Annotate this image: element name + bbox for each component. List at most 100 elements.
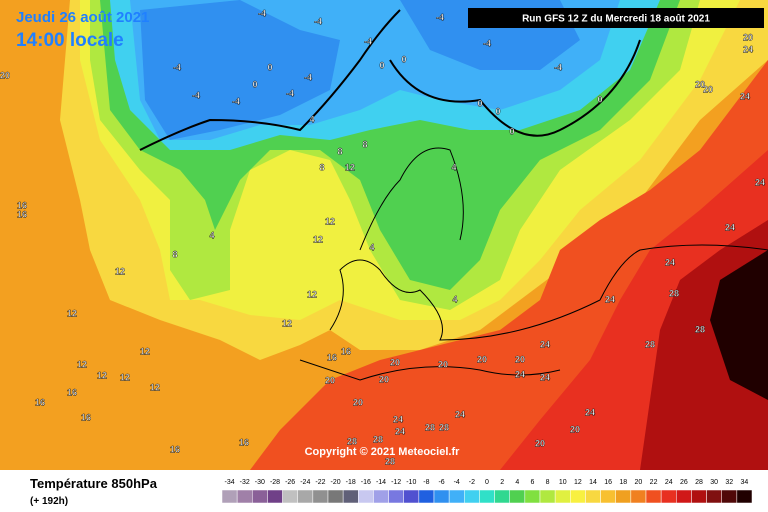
contour-label: 12 xyxy=(97,370,107,380)
contour-label: 8 xyxy=(319,162,324,172)
contour-label: 12 xyxy=(140,346,150,356)
scale-label: -8 xyxy=(423,479,429,486)
color-swatch xyxy=(282,489,298,504)
contour-label: 28 xyxy=(347,436,357,446)
contour-label: 20 xyxy=(353,397,363,407)
color-swatch xyxy=(297,489,314,504)
color-swatch xyxy=(615,489,632,504)
color-swatch xyxy=(479,489,495,504)
contour-label: 24 xyxy=(740,91,750,101)
contour-label: 16 xyxy=(239,437,249,447)
color-swatch xyxy=(736,489,753,504)
contour-label: 24 xyxy=(665,257,675,267)
scale-label: -34 xyxy=(225,479,235,486)
contour-label: 16 xyxy=(67,387,77,397)
contour-label: 8 xyxy=(172,249,177,259)
scale-label: 30 xyxy=(710,479,718,486)
zone-black xyxy=(710,250,768,400)
scale-label: 26 xyxy=(680,479,688,486)
contour-label: 4 xyxy=(209,230,214,240)
scale-label: -12 xyxy=(391,479,401,486)
contour-label: 24 xyxy=(515,369,525,379)
scale-label: 4 xyxy=(515,479,519,486)
scale-label: -20 xyxy=(331,479,341,486)
contour-label: 28 xyxy=(385,456,395,466)
color-swatch xyxy=(721,489,738,504)
contour-label: 0 xyxy=(597,94,602,104)
contour-label: 28 xyxy=(439,422,449,432)
contour-label: 4 xyxy=(451,162,456,172)
contour-label: 16 xyxy=(327,352,337,362)
contour-label: 20 xyxy=(743,32,753,42)
copyright: Copyright © 2021 Meteociel.fr xyxy=(305,446,461,458)
time: 14:00 locale xyxy=(16,30,124,51)
contour-label: 16 xyxy=(170,444,180,454)
contour-label: 0 xyxy=(267,62,272,72)
scale-label: 32 xyxy=(725,479,733,486)
color-swatch xyxy=(342,489,359,504)
contour-label: -4 xyxy=(173,62,181,72)
contour-label: 0 xyxy=(379,60,384,70)
contour-label: 20 xyxy=(570,424,580,434)
color-swatch xyxy=(691,489,707,504)
run-box xyxy=(468,8,764,28)
scale-label: -18 xyxy=(346,479,356,486)
contour-label: 20 xyxy=(325,375,335,385)
contour-label: 0 xyxy=(252,79,257,89)
color-swatch xyxy=(600,489,616,504)
contour-label: -4 xyxy=(192,90,200,100)
color-swatch xyxy=(373,489,389,504)
scale-label: -32 xyxy=(240,479,250,486)
scale-label: 12 xyxy=(574,479,582,486)
contour-label: -4 xyxy=(314,16,322,26)
contour-label: 24 xyxy=(585,407,595,417)
contour-label: -4 xyxy=(304,72,312,82)
contour-label: 0 xyxy=(401,54,406,64)
contour-label: 12 xyxy=(307,289,317,299)
contour-label: 12 xyxy=(77,359,87,369)
color-scale: -34 -32 -30 -28 -26 -24 -22 -20 -18 -16 -14 -12 -10-… xyxy=(221,479,753,504)
color-swatch xyxy=(524,489,541,504)
color-swatch xyxy=(388,489,404,504)
map xyxy=(0,0,768,470)
contour-label: 12 xyxy=(325,216,335,226)
color-swatch xyxy=(585,489,601,504)
contour-label: 16 xyxy=(35,397,45,407)
scale-label: -24 xyxy=(300,479,310,486)
color-swatch xyxy=(312,489,329,504)
color-swatch xyxy=(494,489,510,504)
color-swatch xyxy=(448,489,465,504)
contour-label: -4 xyxy=(258,8,266,18)
contour-label: 28 xyxy=(695,324,705,334)
scale-label: -6 xyxy=(438,479,444,486)
contour-label: 24 xyxy=(540,339,550,349)
color-swatch xyxy=(539,489,556,504)
color-swatch xyxy=(676,489,692,504)
scale-label: -4 xyxy=(454,479,460,486)
scale-label: -2 xyxy=(469,479,475,486)
scale-label: 18 xyxy=(619,479,627,486)
contour-label: -4 xyxy=(286,88,294,98)
contour-label: 4 xyxy=(452,294,457,304)
scale-label: -10 xyxy=(406,479,416,486)
contour-label: 12 xyxy=(313,234,323,244)
contour-label: 20 xyxy=(703,84,713,94)
contour-label: 16 xyxy=(17,200,27,210)
contour-label: 0 xyxy=(477,98,482,108)
color-swatch xyxy=(660,489,677,504)
color-swatch xyxy=(327,489,344,504)
contour-label: 16 xyxy=(17,209,27,219)
scale-label: -28 xyxy=(270,479,280,486)
contour-label: -4 xyxy=(483,38,491,48)
contour-label: 28 xyxy=(645,339,655,349)
color-swatch xyxy=(570,489,586,504)
color-swatch xyxy=(252,489,268,504)
scale-label: 14 xyxy=(589,479,597,486)
color-swatch xyxy=(509,489,526,504)
color-swatch xyxy=(645,489,662,504)
contour-label: 20 xyxy=(535,438,545,448)
scale-label: 22 xyxy=(650,479,658,486)
contour-label: 20 xyxy=(438,359,448,369)
